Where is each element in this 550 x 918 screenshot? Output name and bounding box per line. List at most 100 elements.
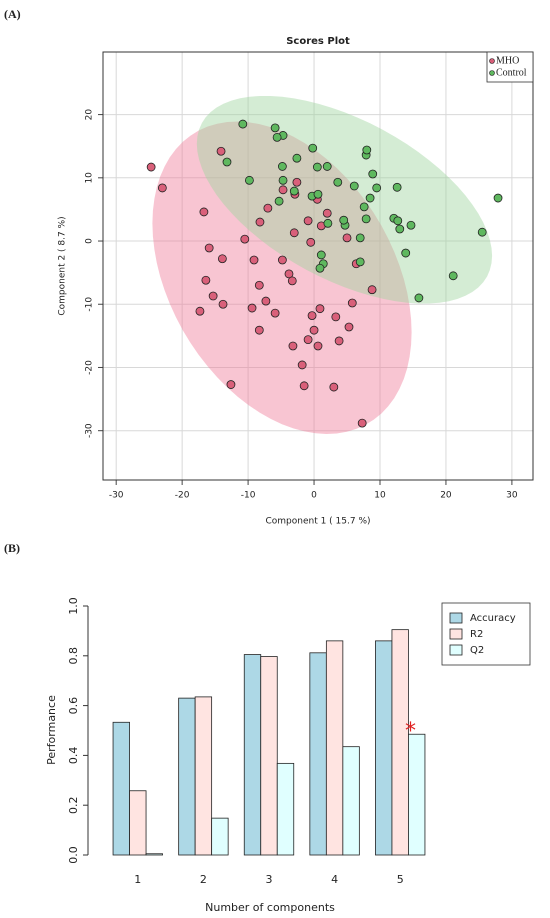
scatter-point <box>277 162 287 171</box>
bar <box>243 654 262 856</box>
y-tick-label: -10 <box>85 297 95 312</box>
scatter-point <box>306 237 316 247</box>
scatter-point <box>344 322 354 332</box>
x-tick-label: 30 <box>506 491 518 501</box>
x-tick-label: 4 <box>331 873 338 886</box>
scatter-point <box>401 248 411 258</box>
bar <box>129 790 147 856</box>
bar <box>276 762 295 856</box>
scatter-point <box>313 341 323 351</box>
x-tick-label: 2 <box>200 873 207 886</box>
scatter-point <box>339 215 349 225</box>
scatter-point <box>359 202 369 212</box>
scatter-point <box>315 304 325 314</box>
scatter-point <box>240 234 250 244</box>
scatter-point <box>334 336 344 346</box>
bar <box>211 817 229 856</box>
scatter-point <box>272 132 282 142</box>
chart-title: Scores Plot <box>286 36 350 47</box>
scatter-point <box>284 269 294 279</box>
scatter-point <box>307 311 317 321</box>
scatter-point <box>323 218 333 228</box>
scatter-point <box>254 325 264 335</box>
bar <box>260 656 278 856</box>
scatter-point <box>204 243 214 253</box>
scatter-point <box>322 162 332 171</box>
scatter-point <box>289 228 299 238</box>
panel-label: (B) <box>4 541 20 555</box>
scatter-point <box>287 276 297 286</box>
scatter-point <box>218 299 228 309</box>
bar <box>145 853 163 856</box>
scatter-point <box>357 418 367 428</box>
scatter-point <box>361 214 371 224</box>
scatter-point <box>303 216 313 226</box>
scatter-point <box>349 181 359 191</box>
scatter-point <box>238 119 248 129</box>
y-axis-label: Component 2 ( 8.7 %) <box>58 216 68 315</box>
scatter-point <box>254 280 264 290</box>
legend-label: Q2 <box>470 645 484 656</box>
scatter-point <box>226 380 236 389</box>
scatter-point <box>347 298 357 308</box>
y-tick-label: 0 <box>85 238 95 244</box>
scatter-point <box>322 208 332 218</box>
x-tick-label: -20 <box>175 491 190 501</box>
confidence-ellipse <box>196 96 493 304</box>
y-tick-label: -20 <box>85 360 95 375</box>
y-axis-label: Performance <box>45 695 58 765</box>
panel-label: (A) <box>4 7 21 21</box>
x-tick-label: 20 <box>440 491 452 501</box>
legend-box <box>486 51 534 83</box>
scatter-point <box>477 227 487 237</box>
legend-label: R2 <box>470 629 483 640</box>
scatter-point <box>448 271 458 281</box>
scatter-point <box>414 293 424 303</box>
scatter-point <box>315 263 325 273</box>
scatter-point <box>329 382 339 392</box>
scatter-point <box>292 153 302 163</box>
legend-label: Control <box>496 67 527 78</box>
bar <box>325 640 344 856</box>
x-axis-label: Component 1 ( 15.7 %) <box>265 517 370 527</box>
x-tick-label: 1 <box>134 873 141 886</box>
bar <box>408 733 426 856</box>
legend-label: Accuracy <box>470 613 516 624</box>
y-tick-label: 20 <box>85 109 95 121</box>
scatter-point <box>303 335 313 345</box>
legend-marker <box>489 70 495 76</box>
scatter-point <box>368 169 378 179</box>
scatter-point <box>263 203 273 213</box>
x-tick-label: 10 <box>374 491 386 501</box>
scatter-point <box>146 162 156 172</box>
scatter-point <box>278 175 288 185</box>
scatter-point <box>245 175 254 185</box>
scatter-point <box>342 233 352 243</box>
scatter-point <box>270 123 280 133</box>
scatter-point <box>289 186 299 196</box>
scatter-point <box>208 291 218 301</box>
bar <box>112 721 130 856</box>
scatter-point <box>217 254 227 264</box>
scatter-point <box>270 308 280 318</box>
plot-frame <box>102 51 534 481</box>
scatter-point <box>393 216 403 226</box>
scatter-point <box>261 296 271 306</box>
scatter-point <box>313 189 323 199</box>
x-tick-label: 3 <box>266 873 273 886</box>
scatter-point <box>299 381 309 391</box>
scatter-point <box>274 196 284 206</box>
legend-marker <box>489 58 495 64</box>
scatter-point <box>278 185 288 195</box>
scatter-point <box>406 220 416 230</box>
scatter-point <box>247 303 257 313</box>
scatter-point <box>308 143 318 153</box>
scatter-point <box>365 193 375 203</box>
scatter-point <box>355 233 365 243</box>
scatter-point <box>249 255 259 265</box>
scatter-point <box>367 285 377 295</box>
scatter-point <box>309 325 319 335</box>
scatter-point <box>288 341 298 351</box>
scatter-point <box>395 224 405 234</box>
scatter-point <box>297 360 307 370</box>
